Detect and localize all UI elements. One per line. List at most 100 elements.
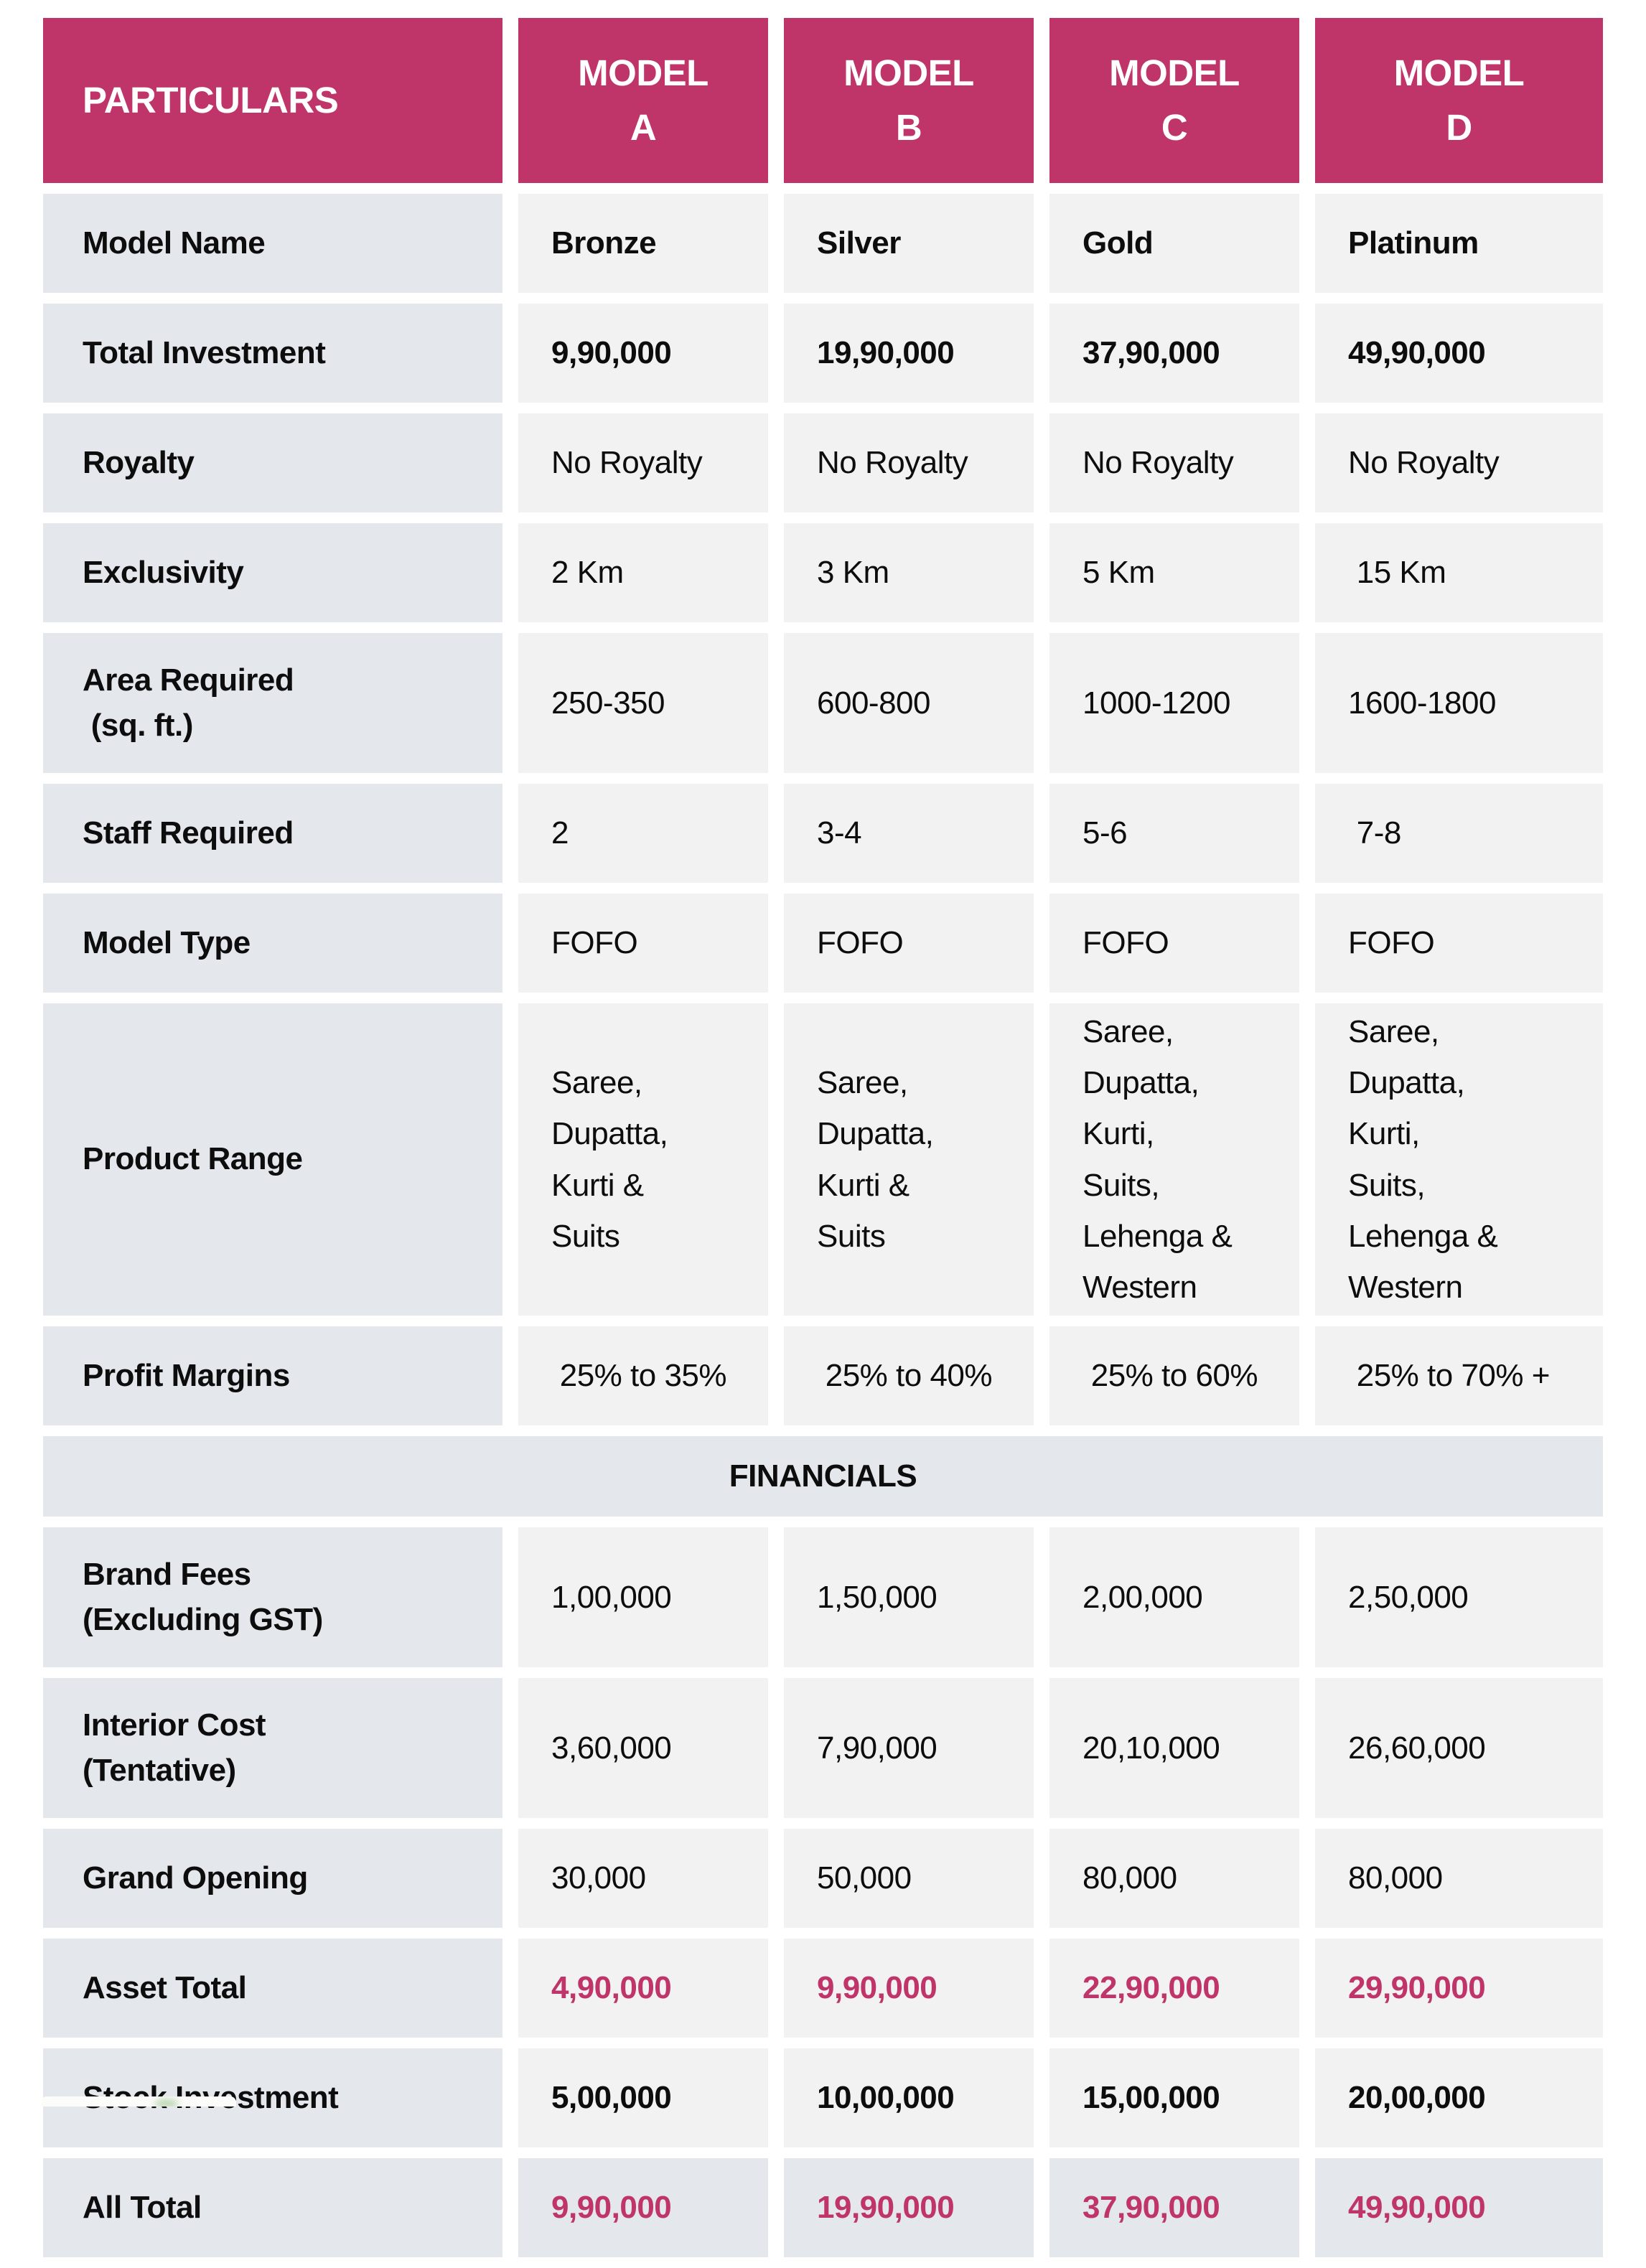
model-a-value-cell: 5,00,000 bbox=[518, 2048, 768, 2147]
model-b-value-cell: Saree, Dupatta, Kurti & Suits bbox=[784, 1003, 1034, 1316]
model-a-value-cell: FOFO bbox=[518, 894, 768, 993]
table-row: Model Name Bronze Silver Gold Platinum bbox=[43, 194, 1603, 293]
model-c-value-cell: 37,90,000 bbox=[1049, 2158, 1299, 2257]
row-label: Product Range bbox=[43, 1003, 502, 1316]
model-a-value-cell: 2 bbox=[518, 784, 768, 883]
model-a-value-cell: 2 Km bbox=[518, 523, 768, 622]
model-d-value-cell: Saree, Dupatta, Kurti, Suits, Lehenga & … bbox=[1315, 1003, 1603, 1316]
model-c-value-cell: No Royalty bbox=[1049, 413, 1299, 512]
table-row: Product Range Saree, Dupatta, Kurti & Sui… bbox=[43, 1003, 1603, 1316]
model-c-value-cell: 1000-1200 bbox=[1049, 633, 1299, 773]
row-label: Total Investment bbox=[43, 304, 502, 403]
model-b-value-cell: 9,90,000 bbox=[784, 1939, 1034, 2038]
table-row: Royalty No Royalty No Royalty No Royalty No … bbox=[43, 413, 1603, 512]
model-d-value-cell: 49,90,000 bbox=[1315, 2158, 1603, 2257]
model-d-value-cell: 2,50,000 bbox=[1315, 1527, 1603, 1667]
model-a-value-cell: 9,90,000 bbox=[518, 2158, 768, 2257]
particulars-header-cell: PARTICULARS bbox=[43, 18, 502, 183]
model-c-value-cell: 5-6 bbox=[1049, 784, 1299, 883]
financials-band-title: FINANCIALS bbox=[43, 1436, 1603, 1517]
model-a-value-cell: 1,00,000 bbox=[518, 1527, 768, 1667]
table-row: All Total 9,90,000 19,90,000 37,90,000 49,90… bbox=[43, 2158, 1603, 2257]
model-b-value-cell: No Royalty bbox=[784, 413, 1034, 512]
model-d-value-cell: 15 Km bbox=[1315, 523, 1603, 622]
model-b-value-cell: 50,000 bbox=[784, 1829, 1034, 1928]
model-c-value-cell: Saree, Dupatta, Kurti, Suits, Lehenga & … bbox=[1049, 1003, 1299, 1316]
table-row: Profit Margins 25% to 35% 25% to 40% 25%… bbox=[43, 1326, 1603, 1425]
logo-leaf-mark-icon bbox=[154, 2099, 179, 2107]
table-row: Asset Total 4,90,000 9,90,000 22,90,000 29,9… bbox=[43, 1939, 1603, 2038]
row-label: Exclusivity bbox=[43, 523, 502, 622]
table-row: Total Investment 9,90,000 19,90,000 37,90,0… bbox=[43, 304, 1603, 403]
model-d-value-cell: 1600-1800 bbox=[1315, 633, 1603, 773]
model-d-value-cell: 26,60,000 bbox=[1315, 1678, 1603, 1818]
row-label: All Total bbox=[43, 2158, 502, 2257]
row-label: Model Type bbox=[43, 894, 502, 993]
model-a-value-cell: Bronze bbox=[518, 194, 768, 293]
model-d-value-cell: No Royalty bbox=[1315, 413, 1603, 512]
model-d-value-cell: 25% to 70% + bbox=[1315, 1326, 1603, 1425]
model-a-value-cell: 250-350 bbox=[518, 633, 768, 773]
model-b-header-cell: MODEL B bbox=[784, 18, 1034, 183]
model-c-value-cell: 25% to 60% bbox=[1049, 1326, 1299, 1425]
page: { "colors": { "header_bg": "#BF3569", "a… bbox=[41, 18, 1603, 2257]
table-body: Model Name Bronze Silver Gold Platinum Total … bbox=[43, 194, 1603, 2257]
model-c-value-cell: 80,000 bbox=[1049, 1829, 1299, 1928]
comparison-table: PARTICULARS MODEL A MODEL B MODEL C MODE… bbox=[43, 18, 1603, 2268]
model-d-value-cell: 80,000 bbox=[1315, 1829, 1603, 1928]
model-d-value-cell: FOFO bbox=[1315, 894, 1603, 993]
table-row: Stock Investment5,00,00010,00,00015,00,0… bbox=[43, 2048, 1603, 2147]
model-c-value-cell: 22,90,000 bbox=[1049, 1939, 1299, 2038]
model-a-value-cell: 30,000 bbox=[518, 1829, 768, 1928]
model-c-value-cell: 15,00,000 bbox=[1049, 2048, 1299, 2147]
table-row: Exclusivity 2 Km 3 Km 5 Km 15 Km bbox=[43, 523, 1603, 622]
table-header-row: PARTICULARS MODEL A MODEL B MODEL C MODE… bbox=[43, 18, 1603, 183]
row-label: Model Name bbox=[43, 194, 502, 293]
model-b-value-cell: 19,90,000 bbox=[784, 2158, 1034, 2257]
model-a-value-cell: 9,90,000 bbox=[518, 304, 768, 403]
model-d-value-cell: 29,90,000 bbox=[1315, 1939, 1603, 2038]
table-row: Model Type FOFO FOFO FOFO FOFO bbox=[43, 894, 1603, 993]
model-a-value-cell: 25% to 35% bbox=[518, 1326, 768, 1425]
model-d-value-cell: Platinum bbox=[1315, 194, 1603, 293]
model-b-value-cell: 1,50,000 bbox=[784, 1527, 1034, 1667]
row-label: Brand Fees (Excluding GST) bbox=[43, 1527, 502, 1667]
table-row: Grand Opening 30,000 50,000 80,000 80,000 bbox=[43, 1829, 1603, 1928]
row-label: Asset Total bbox=[43, 1939, 502, 2038]
financials-band: FINANCIALS bbox=[43, 1436, 1603, 1517]
model-b-value-cell: 3 Km bbox=[784, 523, 1034, 622]
model-d-value-cell: 7-8 bbox=[1315, 784, 1603, 883]
table-row: Brand Fees (Excluding GST) 1,00,000 1,50,0… bbox=[43, 1527, 1603, 1667]
model-a-value-cell: No Royalty bbox=[518, 413, 768, 512]
model-a-header-cell: MODEL A bbox=[518, 18, 768, 183]
model-d-value-cell: 20,00,000 bbox=[1315, 2048, 1603, 2147]
model-a-value-cell: Saree, Dupatta, Kurti & Suits bbox=[518, 1003, 768, 1316]
model-b-value-cell: 3-4 bbox=[784, 784, 1034, 883]
model-c-value-cell: Gold bbox=[1049, 194, 1299, 293]
model-b-value-cell: 25% to 40% bbox=[784, 1326, 1034, 1425]
row-label: Grand Opening bbox=[43, 1829, 502, 1928]
model-b-value-cell: 10,00,000 bbox=[784, 2048, 1034, 2147]
model-b-value-cell: 7,90,000 bbox=[784, 1678, 1034, 1818]
row-label: Royalty bbox=[43, 413, 502, 512]
model-c-value-cell: FOFO bbox=[1049, 894, 1299, 993]
partial-logo bbox=[41, 2096, 236, 2107]
table-row: Area Required (sq. ft.) 250-350 600-800 100… bbox=[43, 633, 1603, 773]
model-c-value-cell: 37,90,000 bbox=[1049, 304, 1299, 403]
model-b-value-cell: 600-800 bbox=[784, 633, 1034, 773]
model-c-value-cell: 2,00,000 bbox=[1049, 1527, 1299, 1667]
row-label: Staff Required bbox=[43, 784, 502, 883]
model-c-value-cell: 5 Km bbox=[1049, 523, 1299, 622]
table-row: Staff Required 2 3-4 5-6 7-8 bbox=[43, 784, 1603, 883]
table-row: Interior Cost (Tentative) 3,60,000 7,90,00… bbox=[43, 1678, 1603, 1818]
model-d-value-cell: 49,90,000 bbox=[1315, 304, 1603, 403]
model-d-header-cell: MODEL D bbox=[1315, 18, 1603, 183]
model-c-value-cell: 20,10,000 bbox=[1049, 1678, 1299, 1818]
row-label: Profit Margins bbox=[43, 1326, 502, 1425]
row-label: Interior Cost (Tentative) bbox=[43, 1678, 502, 1818]
model-a-value-cell: 4,90,000 bbox=[518, 1939, 768, 2038]
model-b-value-cell: Silver bbox=[784, 194, 1034, 293]
model-c-header-cell: MODEL C bbox=[1049, 18, 1299, 183]
model-a-value-cell: 3,60,000 bbox=[518, 1678, 768, 1818]
model-b-value-cell: FOFO bbox=[784, 894, 1034, 993]
